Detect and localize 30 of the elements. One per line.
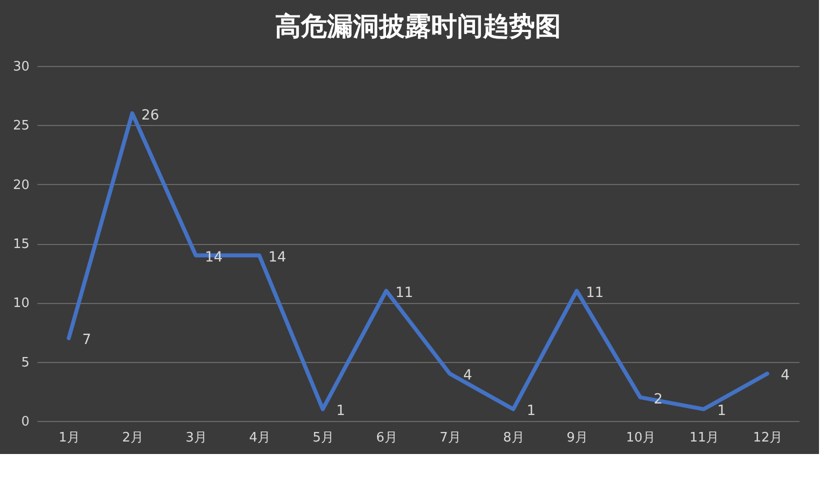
x-tick-label: 5月 [312,430,334,446]
data-label: 4 [780,368,790,384]
data-label: 14 [268,249,286,266]
data-label: 11 [586,284,604,301]
data-label: 1 [717,403,726,420]
y-tick-label: 5 [21,355,30,370]
x-tick-label: 3月 [186,430,207,446]
y-tick-label: 0 [21,414,30,430]
data-label: 1 [526,403,536,420]
x-tick-label: 11月 [689,430,720,446]
data-label: 26 [141,107,160,124]
y-tick-label: 25 [12,118,30,134]
x-tick-label: 10月 [626,430,656,446]
x-tick-label: 12月 [752,430,783,446]
x-tick-label: 8月 [503,430,524,446]
data-label: 7 [82,332,92,348]
x-tick-label: 6月 [376,430,398,446]
data-label: 4 [463,368,472,384]
y-tick-label: 20 [12,178,30,193]
y-tick-label: 15 [12,237,30,252]
y-tick-label: 10 [12,296,30,312]
x-tick-label: 9月 [566,430,588,446]
chart-title: 高危漏洞披露时间趋势图 [275,12,561,42]
x-tick-label: 2月 [122,430,144,446]
data-label: 11 [395,284,414,301]
x-tick-label: 1月 [58,430,80,446]
y-tick-label: 30 [12,60,30,74]
x-tick-label: 4月 [249,430,270,446]
data-label: 1 [336,403,346,420]
x-tick-label: 7月 [440,430,461,446]
